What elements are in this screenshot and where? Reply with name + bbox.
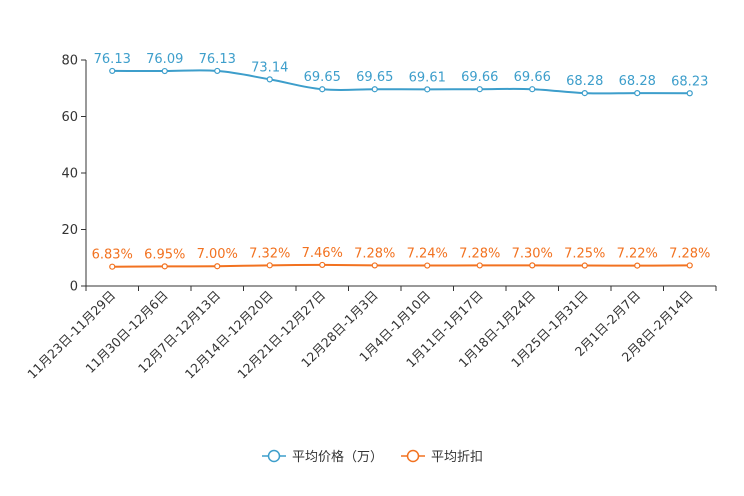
- data-label: 7.22%: [617, 247, 658, 262]
- data-point: [686, 90, 693, 97]
- data-point: [161, 263, 168, 270]
- series-layer: 76.13 76.09 76.13 73.14 69.65 69.65 69.61 69.66…: [92, 52, 710, 270]
- legend-item-2: 平均折扣: [401, 449, 483, 465]
- data-label: 7.32%: [249, 246, 290, 261]
- data-point: [424, 262, 431, 269]
- legend-label: 平均折扣: [431, 450, 483, 465]
- series-line: [112, 263, 690, 268]
- data-point: [476, 262, 483, 269]
- series-2: 6.83% 6.95% 7.00% 7.32% 7.46% 7.28% 7.24% 7.28%…: [92, 246, 710, 270]
- data-point: [634, 90, 641, 97]
- data-label: 6.83%: [92, 248, 133, 263]
- data-point: [581, 262, 588, 269]
- data-label: 68.23: [671, 74, 708, 89]
- legend-marker-icon: [267, 449, 281, 463]
- data-label: 6.95%: [144, 247, 185, 262]
- y-tick-label: 20: [61, 223, 78, 238]
- data-point: [634, 262, 641, 269]
- data-label: 73.14: [251, 60, 288, 75]
- data-label: 7.30%: [512, 246, 553, 261]
- data-point: [109, 263, 116, 270]
- data-point: [371, 86, 378, 93]
- x-tick-label: 11月23日-11月29日: [24, 288, 118, 382]
- data-point: [266, 262, 273, 269]
- data-label: 7.28%: [669, 246, 710, 261]
- data-point: [214, 67, 221, 75]
- x-tick-label: 12月21日-12月27日: [234, 288, 328, 382]
- data-label: 7.28%: [459, 246, 500, 261]
- data-point: [686, 262, 693, 269]
- y-tick-label: 0: [70, 280, 78, 295]
- series-line: [112, 69, 690, 95]
- data-label: 76.13: [94, 52, 131, 67]
- data-label: 69.65: [356, 70, 393, 85]
- data-label: 7.46%: [302, 246, 343, 261]
- data-label: 68.28: [566, 74, 603, 89]
- y-tick-label: 40: [61, 167, 78, 182]
- data-point: [529, 262, 536, 269]
- legend-item-1: 平均价格（万）: [262, 449, 383, 465]
- data-point: [424, 86, 431, 93]
- data-label: 76.09: [146, 52, 183, 67]
- data-label: 7.25%: [564, 247, 605, 262]
- chart-legend: 平均价格（万） 平均折扣: [262, 449, 483, 465]
- data-label: 76.13: [199, 52, 236, 67]
- data-label: 69.66: [461, 70, 498, 85]
- data-label: 7.00%: [197, 247, 238, 262]
- legend-marker-icon: [406, 449, 420, 463]
- chart-axes: 02040608011月23日-11月29日11月30日-12月6日12月7日-…: [24, 54, 717, 382]
- legend-label: 平均价格（万）: [292, 449, 383, 465]
- data-label: 7.28%: [354, 246, 395, 261]
- y-tick-label: 80: [61, 54, 78, 69]
- data-point: [266, 76, 273, 83]
- data-point: [161, 67, 168, 75]
- data-point: [319, 86, 326, 93]
- x-tick-label: 12月14日-12月20日: [182, 288, 276, 382]
- data-point: [476, 86, 483, 93]
- data-point: [581, 90, 588, 97]
- data-label: 69.61: [409, 70, 446, 85]
- data-point: [214, 263, 221, 270]
- data-label: 68.28: [619, 74, 656, 89]
- data-label: 69.66: [514, 70, 551, 85]
- series-1: 76.13 76.09 76.13 73.14 69.65 69.65 69.61 69.66…: [94, 52, 708, 97]
- data-point: [529, 86, 536, 93]
- y-tick-label: 60: [61, 110, 78, 125]
- data-label: 69.65: [304, 70, 341, 85]
- data-point: [371, 262, 378, 269]
- data-point: [319, 261, 326, 269]
- data-point: [109, 67, 116, 75]
- data-label: 7.24%: [407, 247, 448, 262]
